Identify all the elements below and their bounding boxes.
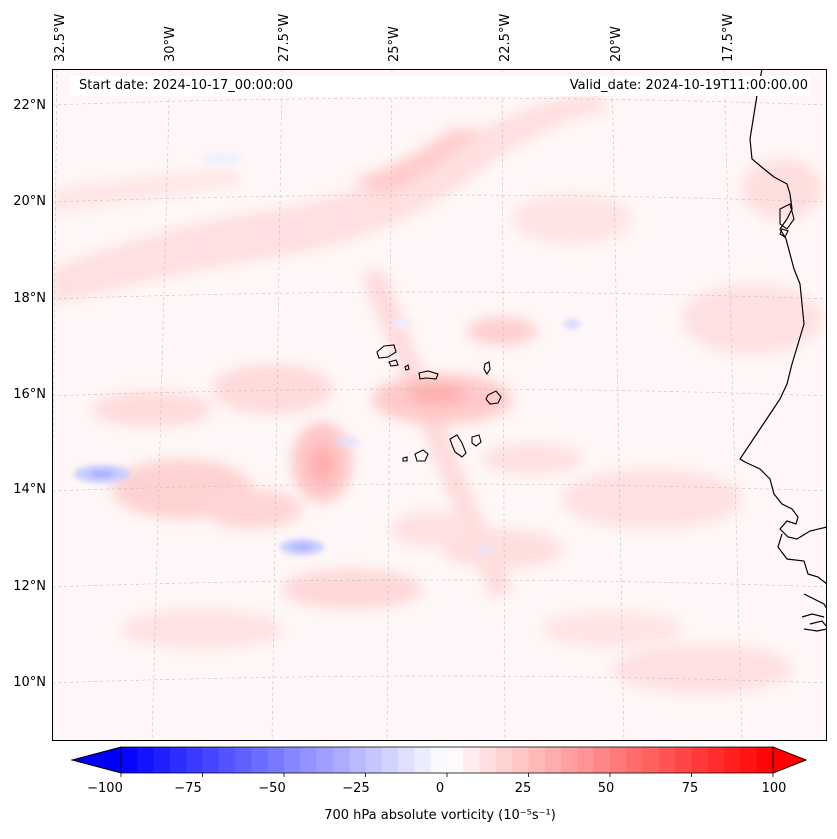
map-frame — [52, 69, 827, 741]
colorbar-extend-max — [772, 746, 808, 774]
cape-verde-islands — [376, 344, 502, 462]
colorbar-segment — [642, 747, 660, 773]
lat-label: 14°N — [13, 482, 46, 497]
colorbar-tick-label: 100 — [761, 781, 787, 796]
colorbar — [70, 746, 808, 777]
colorbar-segment — [284, 747, 301, 773]
colorbar-tick-label: 25 — [514, 781, 532, 796]
colorbar-segment — [267, 747, 285, 773]
lat-label: 10°N — [13, 675, 46, 690]
lon-label: 30°W — [163, 26, 178, 62]
colorbar-segment — [610, 747, 627, 773]
colorbar-segment — [365, 747, 383, 773]
colorbar-segment — [658, 747, 676, 773]
colorbar-segment — [544, 747, 562, 773]
lat-label: 20°N — [13, 194, 46, 209]
valid-date: Valid_date: 2024-10-19T11:00:00.00 — [569, 78, 808, 93]
vorticity-map — [52, 69, 827, 741]
colorbar-segment — [561, 747, 578, 773]
start-date: Start date: 2024-10-17_00:00:00 — [79, 78, 294, 93]
colorbar-segment — [463, 747, 481, 773]
lat-label: 18°N — [13, 291, 46, 306]
colorbar-segment — [153, 747, 171, 773]
lon-label: 20°W — [609, 26, 624, 62]
colorbar-segment — [316, 747, 334, 773]
title-strip — [70, 76, 810, 96]
colorbar-segment — [756, 747, 774, 773]
colorbar-segment — [626, 747, 644, 773]
colorbar-tick-label: 75 — [681, 781, 699, 796]
colorbar-segment — [675, 747, 692, 773]
colorbar-segment — [430, 747, 448, 773]
lat-label: 12°N — [13, 579, 46, 594]
lat-label: 16°N — [13, 387, 46, 402]
colorbar-outline — [70, 746, 808, 774]
colorbar-extend-min — [70, 746, 122, 774]
lon-label: 32.5°W — [53, 13, 68, 62]
colorbar-segment — [169, 747, 187, 773]
colorbar-segment — [707, 747, 725, 773]
lon-label: 25°W — [387, 26, 402, 62]
colorbar-segment — [593, 747, 611, 773]
colorbar-segment — [300, 747, 318, 773]
colorbar-segment — [235, 747, 252, 773]
colorbar-segment — [251, 747, 269, 773]
colorbar-segment — [577, 747, 595, 773]
colorbar-label: 700 hPa absolute vorticity (10⁻⁵s⁻¹) — [324, 808, 556, 823]
colorbar-segment — [202, 747, 220, 773]
colorbar-segment — [740, 747, 758, 773]
colorbar-tick-label: 0 — [435, 781, 445, 796]
lon-label: 27.5°W — [277, 13, 292, 62]
vorticity-field — [52, 94, 822, 694]
colorbar-segment — [691, 747, 709, 773]
gridlines — [52, 69, 827, 741]
colorbar-segment — [349, 747, 366, 773]
colorbar-tick-label: 50 — [597, 781, 615, 796]
colorbar-segment — [414, 747, 432, 773]
colorbar-segment — [447, 747, 464, 773]
colorbar-segment — [186, 747, 203, 773]
colorbar-segment — [724, 747, 741, 773]
colorbar-tick-label: −100 — [87, 781, 123, 796]
colorbar-segment — [528, 747, 546, 773]
africa-coastline-south — [777, 533, 827, 632]
colorbar-segment — [512, 747, 529, 773]
africa-coastline — [739, 69, 827, 540]
colorbar-segment — [381, 747, 399, 773]
colorbar-segment — [495, 747, 513, 773]
colorbar-segment — [332, 747, 350, 773]
lon-label: 17.5°W — [721, 13, 736, 62]
colorbar-tick-label: −25 — [342, 781, 370, 796]
colorbar-tick-label: −50 — [258, 781, 286, 796]
colorbar-segment — [479, 747, 497, 773]
lon-label: 22.5°W — [498, 13, 513, 62]
colorbar-segment — [218, 747, 236, 773]
gulf-island — [779, 203, 795, 238]
colorbar-segment — [398, 747, 415, 773]
vorticity-field-negative — [74, 153, 580, 555]
colorbar-segment — [121, 747, 138, 773]
colorbar-tick-label: −75 — [174, 781, 202, 796]
lat-label: 22°N — [13, 98, 46, 113]
colorbar-segment — [137, 747, 155, 773]
